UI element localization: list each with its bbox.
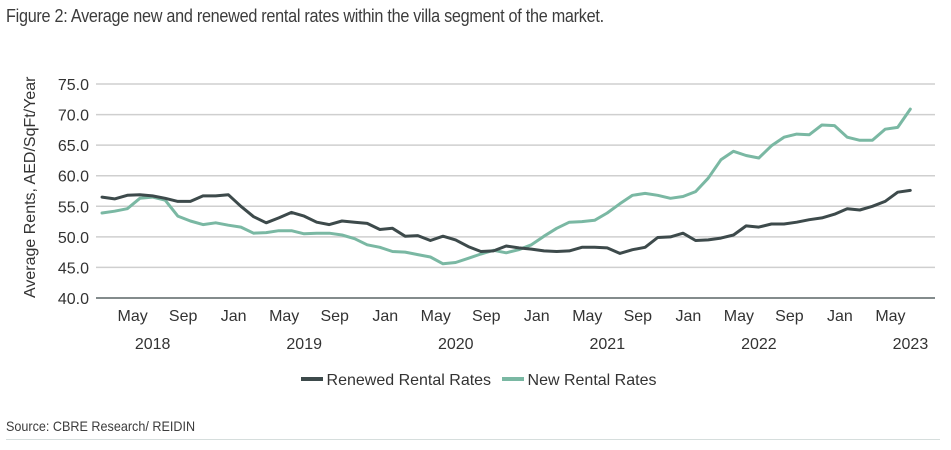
legend-label-new: New Rental Rates xyxy=(527,372,657,389)
legend: Renewed Rental Rates New Rental Rates xyxy=(0,372,951,390)
y-tick-label: 70.0 xyxy=(58,108,89,125)
x-tick-month: May xyxy=(421,308,451,325)
gridlines xyxy=(96,83,935,299)
x-tick-year: 2021 xyxy=(590,336,626,353)
series-line-renewed-rental-rates xyxy=(100,188,912,255)
x-tick-year: 2023 xyxy=(893,336,929,353)
x-tick-month: Jan xyxy=(221,308,247,325)
y-tick-label: 65.0 xyxy=(58,138,89,155)
x-tick-month: Sep xyxy=(472,308,501,325)
y-tick-label: 60.0 xyxy=(58,169,89,186)
x-tick-month: Jan xyxy=(675,308,701,325)
legend-label-renewed: Renewed Rental Rates xyxy=(326,372,492,389)
legend-swatch-new xyxy=(501,377,524,382)
divider xyxy=(6,439,940,440)
x-tick-year: 2018 xyxy=(135,336,171,353)
y-tick-label: 55.0 xyxy=(58,199,89,216)
x-tick-month: Sep xyxy=(169,308,198,325)
x-tick-year: 2022 xyxy=(741,336,777,353)
x-tick-month: Sep xyxy=(320,308,349,325)
series-lines xyxy=(100,107,912,266)
x-tick-month: Sep xyxy=(624,308,653,325)
x-tick-month: May xyxy=(572,308,602,325)
x-tick-month: Sep xyxy=(775,308,804,325)
x-tick-month: May xyxy=(118,308,148,325)
x-tick-month: May xyxy=(269,308,299,325)
x-tick-month: Jan xyxy=(372,308,398,325)
legend-swatch-renewed xyxy=(300,377,323,382)
x-tick-month: May xyxy=(875,308,905,325)
y-tick-label: 40.0 xyxy=(58,291,89,308)
series-line-new-rental-rates xyxy=(100,107,912,266)
chart-title: Figure 2: Average new and renewed rental… xyxy=(6,6,604,26)
x-tick-year: 2020 xyxy=(438,336,474,353)
x-tick-month: Jan xyxy=(827,308,853,325)
y-tick-label: 75.0 xyxy=(58,77,89,94)
y-tick-label: 50.0 xyxy=(58,230,89,247)
x-tick-year: 2019 xyxy=(286,336,322,353)
x-tick-month: Jan xyxy=(524,308,550,325)
y-tick-label: 45.0 xyxy=(58,260,89,277)
line-chart: 40.0 45.0 50.0 55.0 60.0 65.0 70.0 75.0 May 2018… xyxy=(58,77,935,353)
y-tick-labels: 40.0 45.0 50.0 55.0 60.0 65.0 70.0 75.0 xyxy=(58,77,89,308)
x-tick-labels: May 2018 Sep Jan May 2019 Sep Jan May 2020 Sep Jan M… xyxy=(118,308,929,353)
x-tick-month: May xyxy=(724,308,754,325)
source-note: Source: CBRE Research/ REIDIN xyxy=(6,418,196,434)
